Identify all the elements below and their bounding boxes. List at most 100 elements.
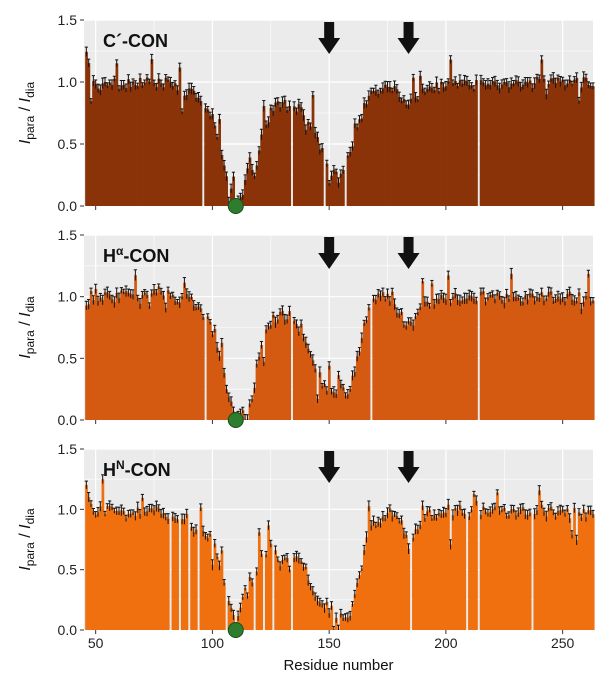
data-bar [489,512,492,630]
data-bar [533,514,537,630]
data-bar [311,360,315,420]
data-bar [194,307,198,420]
data-bar [360,338,364,420]
data-bar [323,608,327,630]
data-bar [533,83,537,206]
data-bar [117,298,121,420]
data-bar [89,101,93,206]
data-bar [419,75,422,206]
data-bar [468,516,471,630]
data-bar [377,522,380,630]
data-bar [169,296,172,420]
data-bar [379,90,383,206]
data-bar [407,548,411,630]
data-bar [141,497,144,630]
data-bar [409,98,413,206]
data-bar [157,508,161,630]
data-bar [435,517,439,630]
data-bar [440,81,443,206]
data-bar [159,291,163,420]
data-bar [164,517,168,630]
data-bar [262,105,266,206]
data-bar [127,79,130,206]
x-tick-label: 250 [551,635,575,651]
data-bar [545,298,548,420]
data-bar [274,322,278,420]
data-bar [430,88,434,206]
data-bar [222,165,226,206]
data-bar [423,301,427,420]
data-bar [435,82,439,206]
data-bar [526,82,530,206]
data-bar [166,290,170,420]
data-bar [393,86,397,206]
data-bar [458,80,462,206]
x-axis-label: Residue number [283,657,393,674]
data-bar [449,302,453,420]
data-bar [591,86,595,206]
data-bar [292,106,296,206]
data-bar [349,151,352,206]
data-bar [220,154,224,206]
data-bar [269,543,273,630]
data-bar [430,518,434,630]
data-bar [311,95,315,206]
data-bar [89,291,93,420]
data-bar [363,550,366,630]
data-bar [138,514,142,630]
data-bar [92,300,95,420]
x-tick-label: 150 [317,635,341,651]
data-bar [542,512,546,630]
data-bar [190,88,193,206]
data-bar [498,510,502,630]
data-bar [570,83,574,206]
y-axis-label: Ipara / Idia [17,508,37,571]
data-bar [568,79,572,206]
data-bar [454,80,457,206]
data-bar [500,509,504,630]
data-bar [302,337,306,420]
data-bar [103,81,107,206]
data-bar [365,104,369,206]
data-bar [463,513,467,630]
data-bar [514,80,518,206]
data-bar [496,293,499,420]
data-bar [538,297,541,420]
data-bar [503,302,506,420]
data-bar [162,513,165,630]
data-bar [176,519,179,630]
data-bar [484,511,488,630]
data-bar [367,95,371,206]
data-bar [526,514,530,630]
data-bar [591,514,595,630]
data-bar [320,386,324,420]
data-bar [208,115,212,206]
data-bar [304,342,308,420]
data-bar [412,77,415,206]
data-bar [400,311,404,420]
data-bar [323,383,327,420]
data-bar [428,509,432,630]
y-axis-label: Ipara / Idia [17,296,37,359]
data-bar [577,292,581,420]
data-bar [545,516,548,630]
data-bar [183,282,186,420]
data-bar [276,101,280,206]
data-bar [318,149,322,206]
data-bar [332,169,336,206]
data-bar [87,497,91,630]
data-bar [169,82,172,206]
data-bar [458,300,462,420]
data-bar [176,302,179,420]
data-bar [421,88,425,206]
data-bar [545,94,548,206]
data-bar [356,356,359,420]
data-bar [327,183,331,206]
data-bar [278,312,282,420]
data-bar [379,523,383,630]
data-bar [185,293,189,420]
data-bar [573,300,576,420]
data-bar [510,83,513,206]
data-bar [484,85,488,206]
data-bar [148,81,151,206]
